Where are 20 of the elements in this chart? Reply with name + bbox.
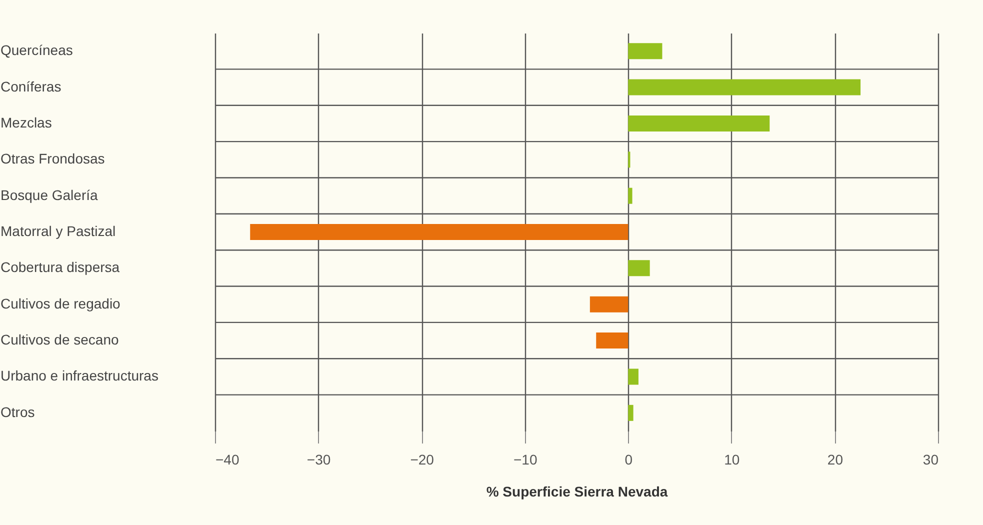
x-tick-label: 10 xyxy=(724,452,740,468)
x-tick-label: 30 xyxy=(922,452,939,468)
y-tick-label: Otras Frondosas xyxy=(0,150,105,167)
x-tick-label: −40 xyxy=(216,452,240,468)
y-tick-label: Bosque Galería xyxy=(0,186,98,203)
y-tick-label: Mezclas xyxy=(0,114,52,130)
y-tick-label: Coníferas xyxy=(0,78,62,94)
x-tick-label: −30 xyxy=(306,452,331,468)
y-tick-label: Cultivos de regadio xyxy=(0,295,121,312)
y-tick-label: Otros xyxy=(0,404,35,420)
x-tick-label: 20 xyxy=(827,452,844,468)
x-tick-label: −20 xyxy=(410,452,434,468)
y-tick-label: Cultivos de secano xyxy=(0,332,120,348)
y-tick-label: Quercíneas xyxy=(0,42,73,58)
y-tick-label: Urbano e infraestructuras xyxy=(0,368,158,384)
x-tick-label: −10 xyxy=(513,452,538,468)
y-tick-label: Matorral y Pastizal xyxy=(0,223,116,239)
x-tick-label: 0 xyxy=(624,452,633,468)
y-tick-label: Cobertura dispersa xyxy=(0,259,120,276)
x-axis-title: % Superficie Sierra Nevada xyxy=(486,484,668,500)
